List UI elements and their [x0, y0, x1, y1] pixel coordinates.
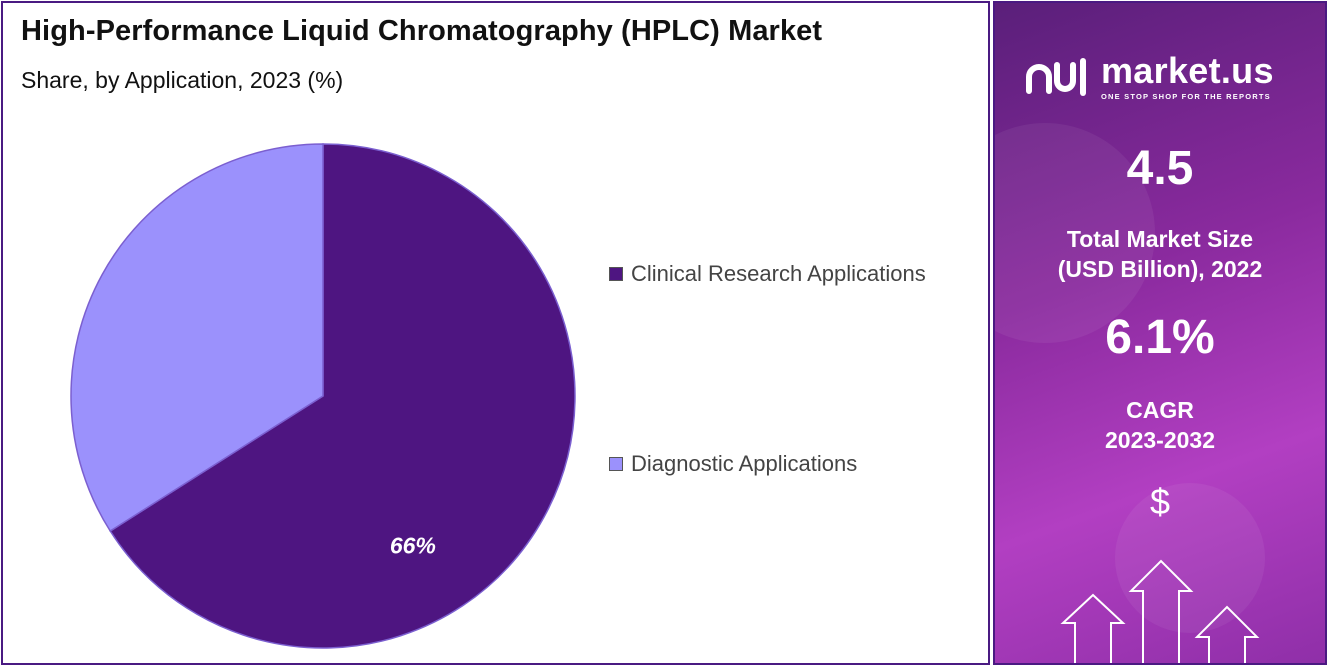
- decorative-circle: [1115, 483, 1265, 633]
- pie-chart: 66%: [70, 143, 576, 649]
- market-size-label-line2: (USD Billion), 2022: [1057, 256, 1263, 282]
- pie-slice-diagnostic-applications: [70, 143, 324, 533]
- legend-swatch-diagnostic: [609, 457, 623, 471]
- legend-label-diagnostic: Diagnostic Applications: [631, 451, 858, 476]
- market-size-label-line1: Total Market Size: [1066, 226, 1254, 252]
- legend-item-clinical-research: Clinical Research Applications: [609, 261, 926, 287]
- market-size-value: 4.5: [1126, 142, 1194, 195]
- page-subtitle: Share, by Application, 2023 (%): [21, 67, 344, 93]
- dollar-symbol: $: [1149, 481, 1171, 522]
- brand-logo: market.us ONE STOP SHOP FOR THE REPORTS: [1025, 53, 1274, 101]
- up-arrow-icon: [1060, 593, 1126, 663]
- legend-item-diagnostic: Diagnostic Applications: [609, 451, 857, 477]
- brand-name: market.us: [1101, 50, 1274, 91]
- cagr-label-line2: 2023-2032: [1105, 427, 1215, 453]
- cagr-value: 6.1%: [1105, 311, 1215, 364]
- legend-swatch-clinical-research: [609, 267, 623, 281]
- chart-panel: High-Performance Liquid Chromatography (…: [1, 1, 990, 665]
- summary-panel: market.us ONE STOP SHOP FOR THE REPORTS …: [993, 1, 1327, 665]
- pie-slice-clinical-research-applications: [109, 143, 576, 649]
- data-label-clinical-research-applications: 66%: [390, 533, 436, 559]
- up-arrow-icon: [1128, 559, 1194, 663]
- market-us-logo-icon: [1026, 58, 1086, 96]
- page-title: High-Performance Liquid Chromatography (…: [21, 15, 823, 47]
- brand-tagline: ONE STOP SHOP FOR THE REPORTS: [1101, 92, 1271, 101]
- growth-arrows: [1060, 559, 1260, 663]
- up-arrow-icon: [1194, 605, 1260, 663]
- legend-label-clinical-research: Clinical Research Applications: [631, 261, 926, 286]
- cagr-label-line1: CAGR: [1126, 397, 1194, 423]
